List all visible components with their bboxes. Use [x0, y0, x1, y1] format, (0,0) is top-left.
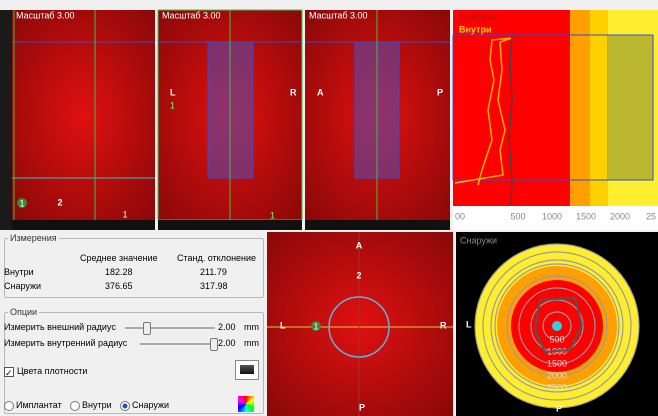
marker-label: P [556, 403, 562, 413]
cell: 182.28 [105, 267, 133, 277]
axis-label: 00 [455, 211, 465, 221]
checkbox-label: Цвета плотности [17, 366, 87, 376]
radio-label: Снаружи [132, 400, 169, 410]
group-title: Измерения [8, 233, 59, 243]
settings-panel: Измерения Среднее значение Станд. отклон… [0, 232, 265, 416]
ruler [305, 220, 450, 230]
band [570, 10, 590, 206]
marker-label: P [437, 87, 443, 97]
legend-entry: Внутри [459, 24, 492, 34]
cell: 317.98 [200, 281, 228, 291]
marker-label: 2 [356, 270, 361, 280]
radio[interactable]: Внутри [70, 400, 112, 411]
axis-label: 1500 [576, 211, 596, 221]
ring-label: 2000 [547, 370, 567, 380]
radio[interactable]: Имплантат [4, 400, 62, 411]
ruler [0, 10, 12, 230]
slider-label: Измерить внутренний радиус [4, 338, 127, 348]
view-label: Масштаб 3.00 [162, 10, 221, 20]
legend-entry: Снаружи [459, 11, 498, 21]
ring-label: 500 [549, 334, 564, 344]
slider-label: Измерить внешний радиус [4, 322, 116, 332]
marker-label: 1 [19, 198, 24, 208]
icon [240, 365, 254, 374]
ring-label: 1500 [547, 358, 567, 368]
axis-label: 2000 [610, 211, 630, 221]
axis-label: 500 [510, 211, 525, 221]
slider[interactable] [140, 343, 215, 345]
polar-title: Снаружи [460, 235, 497, 245]
image-button[interactable] [235, 360, 259, 380]
axis-label: 25 [646, 211, 656, 221]
slider-value: 2.00 [218, 338, 236, 348]
slider-thumb[interactable] [143, 322, 151, 335]
marker-label: 1 [313, 321, 318, 331]
group-title: Опции [8, 307, 39, 317]
marker-label: L [466, 319, 472, 329]
band [590, 10, 608, 206]
marker-label: 2 [57, 197, 62, 207]
radio-label: Имплантат [16, 400, 62, 410]
checkbox[interactable]: ✓Цвета плотности [4, 366, 87, 377]
ring-label: 2500 [547, 382, 567, 392]
view-label: Масштаб 3.00 [309, 10, 368, 20]
page: Масштаб 3.00 1 2 1 Масштаб 3.00 L R 1 1 … [0, 0, 658, 416]
marker-label: 1 [122, 209, 127, 219]
slider-value: 2.00 [218, 322, 236, 332]
marker-label: A [317, 87, 324, 97]
row-label: Внутри [4, 267, 34, 277]
ruler [158, 220, 302, 230]
palette-button[interactable] [238, 396, 254, 412]
ruler [12, 220, 155, 230]
axis-label: 1000 [542, 211, 562, 221]
row-label: Снаружи [4, 281, 41, 291]
center [552, 321, 562, 331]
unit: mm [244, 338, 259, 348]
radio[interactable]: Снаружи [120, 400, 169, 411]
column-header: Станд. отклонение [177, 253, 256, 263]
cell: 211.79 [200, 267, 227, 277]
cell: 376.65 [105, 281, 133, 291]
radio-label: Внутри [82, 400, 112, 410]
slider-thumb[interactable] [210, 338, 218, 351]
marker-label: L [170, 87, 176, 97]
radio-dot[interactable] [120, 401, 130, 411]
radio-dot[interactable] [4, 401, 14, 411]
unit: mm [244, 322, 259, 332]
view-label: Масштаб 3.00 [16, 10, 75, 20]
marker-label: 1 [170, 100, 175, 110]
radio-dot[interactable] [70, 401, 80, 411]
marker-label: P [359, 402, 365, 412]
marker-label: 1 [270, 210, 275, 220]
marker-label: L [280, 320, 286, 330]
marker-label: R [440, 320, 447, 330]
band [607, 35, 653, 180]
checkbox-box[interactable]: ✓ [4, 367, 14, 377]
column-header: Среднее значение [80, 253, 158, 263]
slider[interactable] [125, 327, 215, 329]
marker-label: R [290, 87, 297, 97]
marker-label: A [356, 240, 363, 250]
view-image [267, 232, 453, 416]
